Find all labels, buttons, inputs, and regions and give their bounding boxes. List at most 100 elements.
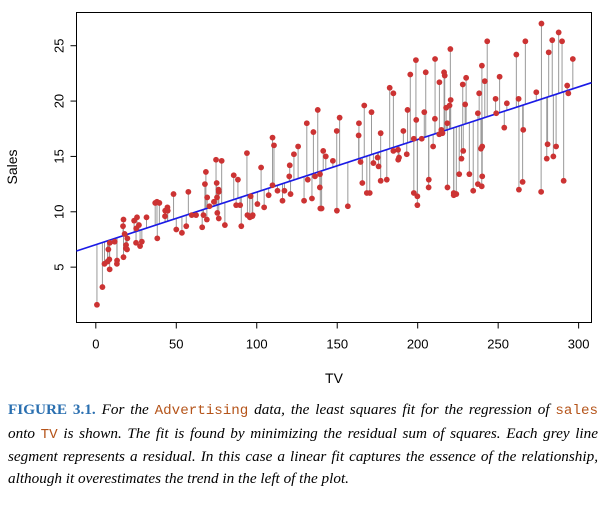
caption-text: is shown. The fit is found by minimizing… [8,424,598,487]
data-point [309,195,315,202]
data-point [138,238,145,245]
data-point [310,129,317,135]
data-point [386,84,393,91]
data-point [484,38,491,45]
x-tick-label: 200 [407,337,429,352]
data-point [560,177,567,184]
data-point [377,130,384,137]
data-point [545,49,552,56]
data-point [377,177,384,184]
data-point [188,212,195,219]
data-point [143,214,150,221]
data-point [441,72,448,79]
data-point [333,128,340,134]
data-point [400,128,407,134]
data-point [533,89,540,96]
data-point [396,154,402,161]
data-point [271,142,277,149]
data-point [444,184,451,191]
data-point [516,186,522,193]
caption-text: For the [95,401,155,418]
data-point [370,160,377,166]
data-point [410,190,417,196]
data-point [235,176,241,183]
data-point [94,301,100,308]
data-point [214,209,221,216]
data-point [106,239,113,246]
data-point [123,245,129,252]
data-point [375,163,382,170]
data-point [199,224,206,231]
data-point [538,20,545,27]
data-point [204,194,211,201]
data-point [357,159,364,165]
data-point [356,120,362,127]
data-point [336,114,343,121]
data-point [481,78,488,85]
data-point [230,172,237,179]
caption-figure-label: FIGURE 3.1. [8,401,96,418]
residual-lines [96,23,574,305]
data-point [432,115,438,122]
x-axis-ticks: 0 50 100 150 200 250 300 [92,322,589,352]
data-point [317,205,324,212]
caption-response-variable: sales [555,403,598,419]
data-point [170,191,177,197]
data-point [404,107,411,113]
data-point [390,147,397,154]
x-tick-label: 150 [326,337,348,352]
data-point [422,69,429,76]
data-point [479,173,486,180]
data-point [101,260,108,267]
data-point [295,143,302,150]
data-point [120,223,126,230]
data-point [543,155,550,162]
data-point [432,56,438,62]
data-point [213,156,219,163]
regression-line [76,81,592,252]
data-point [544,141,551,148]
data-point [106,256,113,263]
data-point [413,57,419,64]
data-point [316,184,323,191]
caption-text: onto [8,424,41,442]
data-point [279,197,286,204]
data-point [522,38,529,45]
y-tick-label: 5 [52,264,67,271]
data-point [459,81,466,88]
data-point [211,198,217,205]
data-point [390,90,397,97]
data-point [105,246,112,253]
data-point [513,51,520,58]
y-tick-label: 15 [52,149,67,163]
data-point [492,95,499,102]
data-point [121,231,128,237]
data-point [136,222,142,228]
data-point [476,90,483,97]
x-tick-label: 0 [92,337,99,352]
data-point [120,216,127,223]
x-tick-label: 250 [487,337,509,352]
data-points [94,20,576,308]
caption-text: data, the least squares fit for the regr… [248,401,556,418]
data-point [565,90,572,97]
data-point [258,164,264,171]
data-point [137,243,143,250]
data-point [559,38,565,45]
data-point [549,37,556,44]
data-point [301,197,307,204]
data-point [466,171,473,178]
data-point [244,212,251,219]
data-point [395,146,401,153]
data-point [447,46,454,52]
scatter-chart: 0 50 100 150 200 250 300 5 10 15 20 25 TV Sales [4,12,592,386]
data-point [458,155,465,162]
data-point [164,207,171,214]
data-point [215,215,222,222]
data-point [193,212,199,219]
x-tick-label: 50 [169,337,183,352]
data-point [470,187,477,194]
data-point [439,130,446,137]
data-point [304,176,311,183]
data-point [320,147,327,154]
